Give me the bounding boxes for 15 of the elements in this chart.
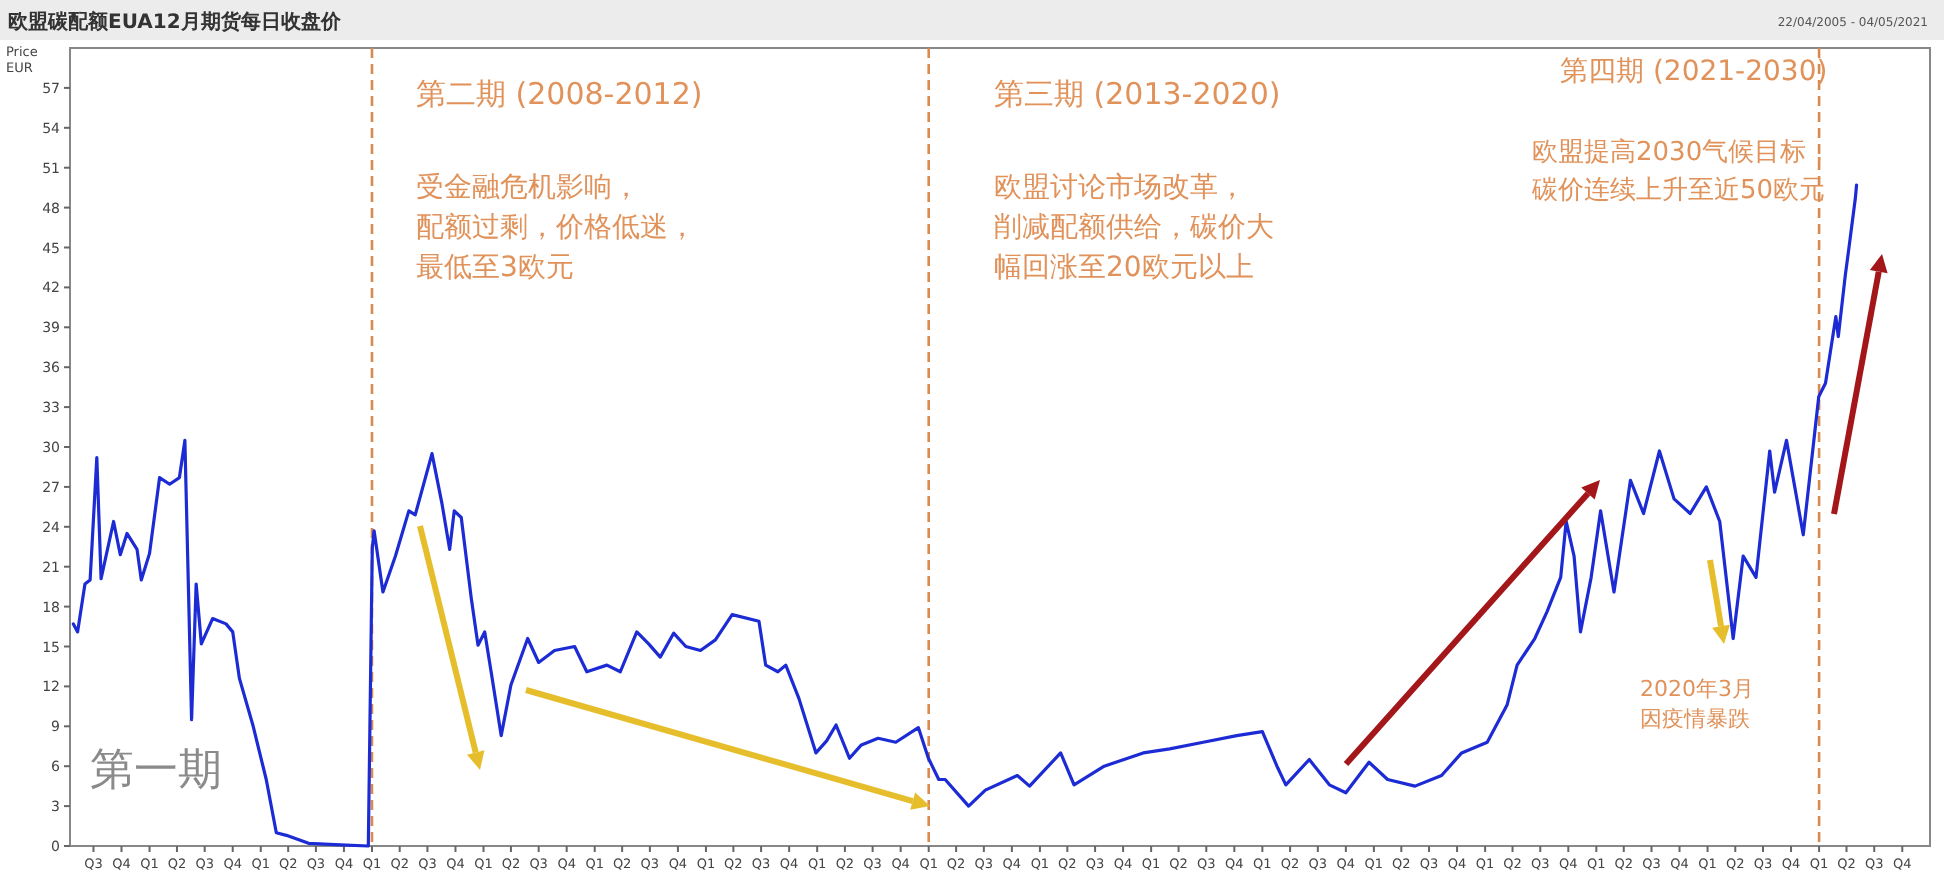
annotation: 最低至3欧元 xyxy=(416,252,574,284)
annotation: 第二期 (2008-2012) xyxy=(416,76,703,112)
annotation: 欧盟讨论市场改革， xyxy=(994,172,1246,204)
annotation: 第三期 (2013-2020) xyxy=(994,76,1281,112)
annotation: 因疫情暴跌 xyxy=(1640,706,1750,732)
annotation: 碳价连续上升至近50欧元 xyxy=(1530,176,1826,206)
annotation: 幅回涨至20欧元以上 xyxy=(994,252,1254,284)
annotation: 第一期 xyxy=(90,746,222,796)
annotation: 受金融危机影响， xyxy=(416,172,640,204)
annotation: 欧盟提高2030气候目标， xyxy=(1532,136,1833,168)
annotation: 2020年3月 xyxy=(1640,676,1754,702)
annotation: 第四期 (2021-2030) xyxy=(1560,56,1828,88)
chart-title: 欧盟碳配额EUA12月期货每日收盘价 xyxy=(8,10,343,34)
annotation: 配额过剩，价格低迷， xyxy=(416,212,696,244)
annotation: 削减配额供给，碳价大 xyxy=(994,212,1274,244)
